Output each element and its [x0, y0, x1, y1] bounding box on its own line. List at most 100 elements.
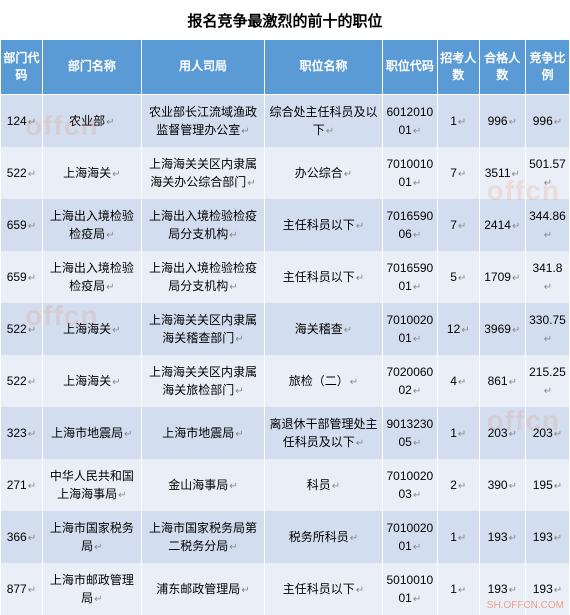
cell: 195↵: [525, 459, 569, 511]
th-position: 职位名称: [265, 40, 383, 95]
cell: 702006002↵: [382, 355, 437, 407]
cell: 701659001↵: [382, 251, 437, 303]
cell: 193↵: [525, 511, 569, 563]
cell: 上海出入境检验检疫局↵: [42, 251, 141, 303]
cell: 344.86↵: [525, 199, 569, 251]
cell: 1709↵: [479, 251, 525, 303]
cell: 1↵: [437, 94, 479, 147]
cell: 主任科员以下↵: [265, 251, 383, 303]
cell: 上海出入境检验检疫局↵: [42, 199, 141, 251]
table-row: 522↵上海海关↵上海海关关区内隶属海关旅检部门↵旅检（二）↵702006002…: [1, 355, 570, 407]
cell: 522↵: [1, 355, 43, 407]
cell: 离退休干部管理处主任科员及以下↵: [265, 407, 383, 459]
cell: 3969↵: [479, 303, 525, 355]
cell: 501001001↵: [382, 563, 437, 615]
cell: 193↵: [479, 511, 525, 563]
cell: 366↵: [1, 511, 43, 563]
cell: 861↵: [479, 355, 525, 407]
cell: 上海海关↵: [42, 303, 141, 355]
table-row: 659↵上海出入境检验检疫局↵上海出入境检验检疫局分支机构↵主任科员以下↵701…: [1, 199, 570, 251]
cell: 522↵: [1, 303, 43, 355]
cell: 2414↵: [479, 199, 525, 251]
cell: 659↵: [1, 199, 43, 251]
cell: 601201001↵: [382, 94, 437, 147]
cell: 主任科员以下↵: [265, 199, 383, 251]
cell: 上海市国家税务局↵: [42, 511, 141, 563]
cell: 1↵: [437, 511, 479, 563]
cell: 税务所科员↵: [265, 511, 383, 563]
cell: 办公综合↵: [265, 147, 383, 199]
table-row: 323↵上海市地震局↵上海市地震局↵离退休干部管理处主任科员及以下↵901323…: [1, 407, 570, 459]
cell: 330.75↵: [525, 303, 569, 355]
table-row: 271↵中华人民共和国上海海事局↵金山海事局↵科员↵701002003↵2↵39…: [1, 459, 570, 511]
cell: 农业部↵: [42, 94, 141, 147]
table-row: 366↵上海市国家税务局↵上海市国家税务局第二税务分局↵税务所科员↵701002…: [1, 511, 570, 563]
cell: 501.57↵: [525, 147, 569, 199]
cell: 上海市邮政管理局↵: [42, 563, 141, 615]
table-row: 522↵上海海关↵上海海关关区内隶属海关稽查部门↵海关稽查↵701002001↵…: [1, 303, 570, 355]
cell: 701002001↵: [382, 511, 437, 563]
cell: 877↵: [1, 563, 43, 615]
th-dept-code: 部门代码: [1, 40, 43, 95]
cell: 科员↵: [265, 459, 383, 511]
cell: 1↵: [437, 407, 479, 459]
table-header-row: 部门代码 部门名称 用人司局 职位名称 职位代码 招考人数 合格人数 竞争比例: [1, 40, 570, 95]
cell: 203↵: [479, 407, 525, 459]
cell: 中华人民共和国上海海事局↵: [42, 459, 141, 511]
cell: 海关稽查↵: [265, 303, 383, 355]
cell: 5↵: [437, 251, 479, 303]
cell: 701001001↵: [382, 147, 437, 199]
cell: 上海海关↵: [42, 147, 141, 199]
cell: 农业部长江流域渔政监督管理办公室↵: [141, 94, 264, 147]
cell: 701002001↵: [382, 303, 437, 355]
competition-table: 部门代码 部门名称 用人司局 职位名称 职位代码 招考人数 合格人数 竞争比例 …: [0, 39, 570, 615]
cell: 旅检（二）↵: [265, 355, 383, 407]
table-row: 659↵上海出入境检验检疫局↵上海出入境检验检疫局分支机构↵主任科员以下↵701…: [1, 251, 570, 303]
table-title: 报名竞争最激烈的前十的职位: [0, 0, 570, 39]
cell: 659↵: [1, 251, 43, 303]
cell: 203↵: [525, 407, 569, 459]
cell: 996↵: [525, 94, 569, 147]
cell: 上海海关关区内隶属海关旅检部门↵: [141, 355, 264, 407]
cell: 323↵: [1, 407, 43, 459]
cell: 522↵: [1, 147, 43, 199]
th-ratio: 竞争比例: [525, 40, 569, 95]
th-bureau: 用人司局: [141, 40, 264, 95]
cell: 上海市地震局↵: [141, 407, 264, 459]
table-row: 522↵上海海关↵上海海关关区内隶属海关办公综合部门↵办公综合↵70100100…: [1, 147, 570, 199]
cell: 上海市地震局↵: [42, 407, 141, 459]
cell: 上海出入境检验检疫局分支机构↵: [141, 199, 264, 251]
table-row: 877↵上海市邮政管理局↵浦东邮政管理局↵主任科员以下↵501001001↵1↵…: [1, 563, 570, 615]
cell: 271↵: [1, 459, 43, 511]
cell: 124↵: [1, 94, 43, 147]
cell: 901323005↵: [382, 407, 437, 459]
cell: 综合处主任科员及以下↵: [265, 94, 383, 147]
cell: 上海海关关区内隶属海关稽查部门↵: [141, 303, 264, 355]
cell: 上海市国家税务局第二税务分局↵: [141, 511, 264, 563]
cell: 7↵: [437, 147, 479, 199]
cell: 主任科员以下↵: [265, 563, 383, 615]
cell: 4↵: [437, 355, 479, 407]
th-pos-code: 职位代码: [382, 40, 437, 95]
cell: 上海海关↵: [42, 355, 141, 407]
cell: 1↵: [437, 563, 479, 615]
cell: 2↵: [437, 459, 479, 511]
cell: 7↵: [437, 199, 479, 251]
cell: 390↵: [479, 459, 525, 511]
cell: 浦东邮政管理局↵: [141, 563, 264, 615]
cell: 12↵: [437, 303, 479, 355]
source-label: SH.OFFCN.COM: [487, 600, 564, 611]
cell: 215.25↵: [525, 355, 569, 407]
cell: 341.8↵: [525, 251, 569, 303]
cell: 3511↵: [479, 147, 525, 199]
cell: 上海出入境检验检疫局分支机构↵: [141, 251, 264, 303]
th-recruit: 招考人数: [437, 40, 479, 95]
cell: 996↵: [479, 94, 525, 147]
cell: 701659006↵: [382, 199, 437, 251]
table-row: 124↵农业部↵农业部长江流域渔政监督管理办公室↵综合处主任科员及以下↵6012…: [1, 94, 570, 147]
cell: 金山海事局↵: [141, 459, 264, 511]
cell: 701002003↵: [382, 459, 437, 511]
th-pass: 合格人数: [479, 40, 525, 95]
th-dept-name: 部门名称: [42, 40, 141, 95]
cell: 上海海关关区内隶属海关办公综合部门↵: [141, 147, 264, 199]
